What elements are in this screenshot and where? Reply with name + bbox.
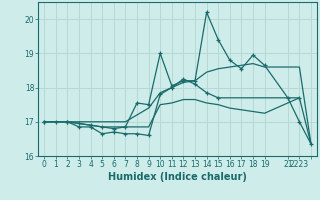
X-axis label: Humidex (Indice chaleur): Humidex (Indice chaleur)	[108, 172, 247, 182]
